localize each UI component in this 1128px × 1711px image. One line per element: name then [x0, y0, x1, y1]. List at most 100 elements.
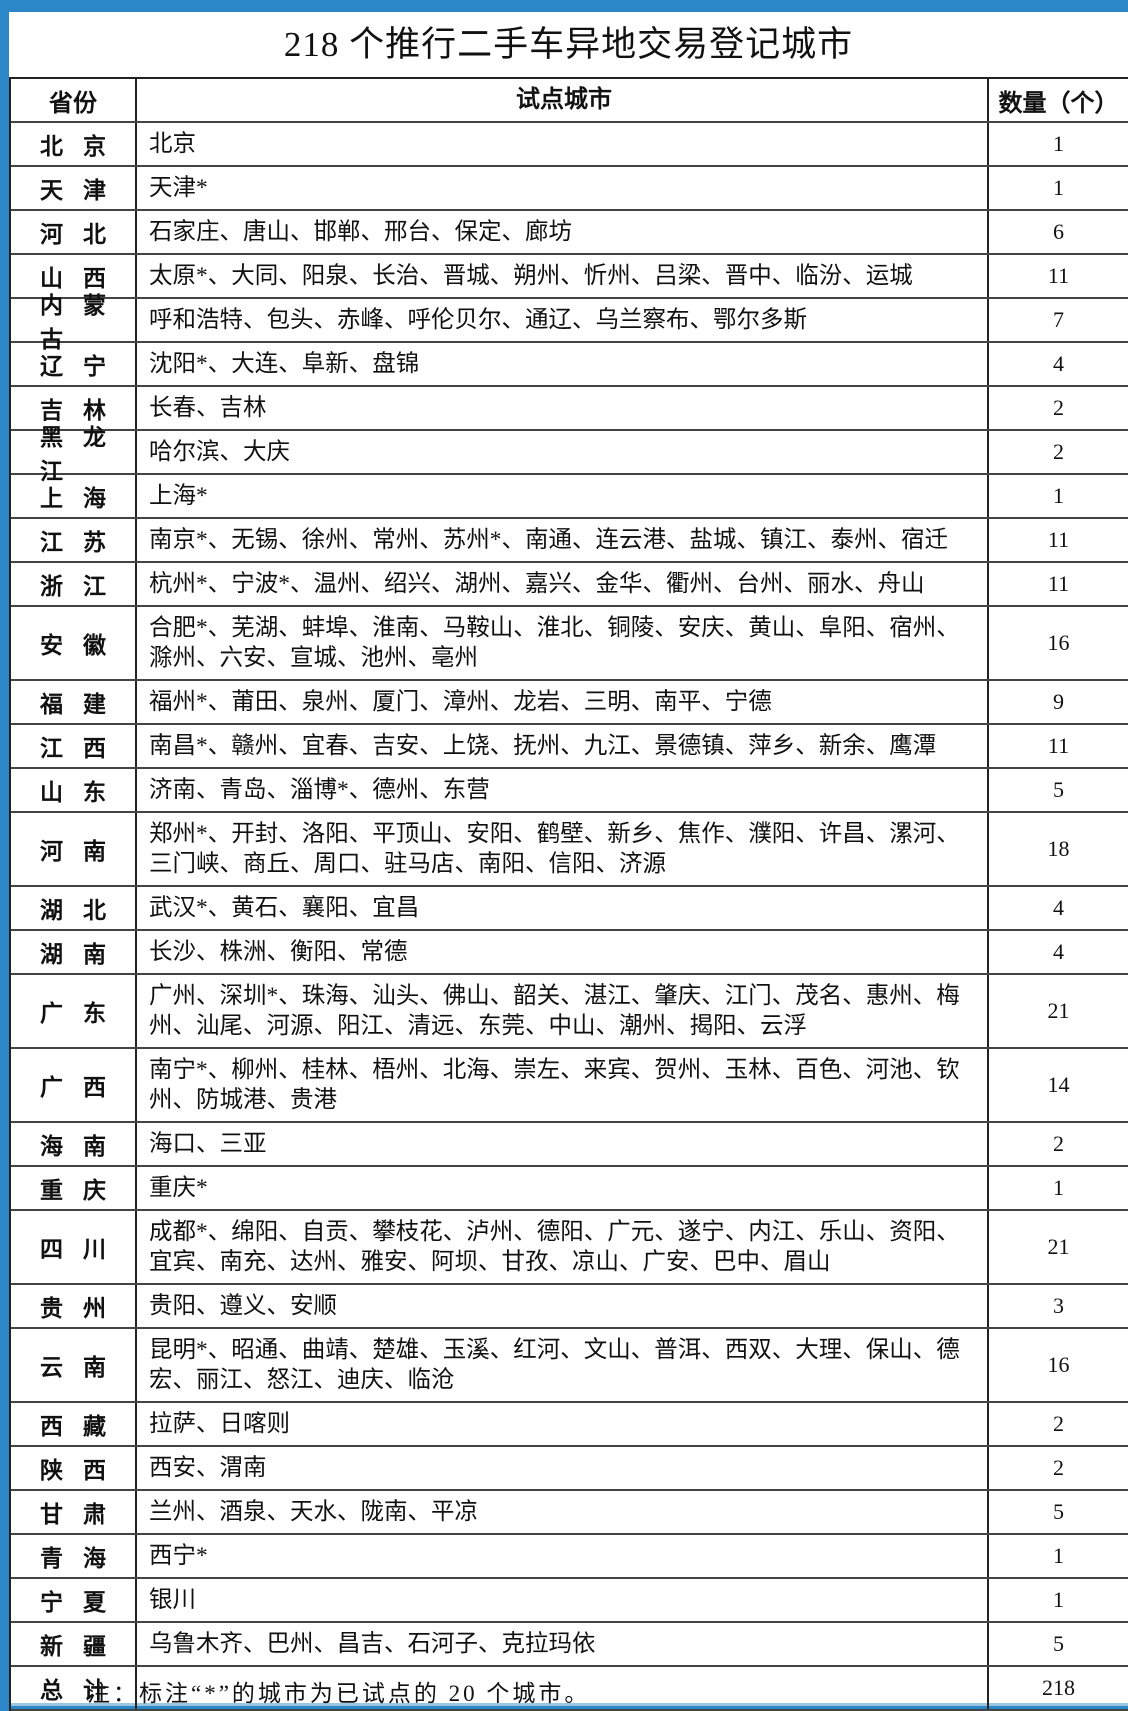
table-row: 内蒙古 呼和浩特、包头、赤峰、呼伦贝尔、通辽、乌兰察布、鄂尔多斯 7	[11, 293, 1128, 352]
province-name: 青海	[40, 1546, 106, 1571]
table-row: 北京 北京 1	[11, 123, 1128, 167]
city-list: 拉萨、日喀则	[137, 1403, 989, 1445]
table-row: 广东 广州、深圳*、珠海、汕头、佛山、韶关、湛江、肇庆、江门、茂名、惠州、梅州、汕…	[11, 975, 1128, 1049]
city-list: 昆明*、昭通、曲靖、楚雄、玉溪、红河、文山、普洱、西双、大理、保山、德宏、丽江、…	[137, 1329, 989, 1401]
table-header-row: 省份 试点城市 数量（个）	[11, 79, 1128, 123]
city-list: 西安、渭南	[137, 1447, 989, 1489]
city-list: 南京*、无锡、徐州、常州、苏州*、南通、连云港、盐城、镇江、泰州、宿迁	[137, 519, 989, 561]
city-count: 7	[1053, 307, 1064, 332]
city-count: 1	[1053, 131, 1064, 156]
city-list: 福州*、莆田、泉州、厦门、漳州、龙岩、三明、南平、宁德	[137, 681, 989, 723]
table-row: 四川 成都*、绵阳、自贡、攀枝花、泸州、德阳、广元、遂宁、内江、乐山、资阳、宜宾、…	[11, 1211, 1128, 1285]
city-list: 贵阳、遵义、安顺	[137, 1285, 989, 1327]
city-count: 4	[1053, 351, 1064, 376]
city-count: 11	[1047, 571, 1070, 596]
province-name: 海南	[40, 1134, 106, 1159]
city-count: 21	[1047, 1234, 1070, 1259]
city-count: 11	[1047, 263, 1070, 288]
province-name: 浙江	[40, 574, 106, 599]
table-row: 湖北 武汉*、黄石、襄阳、宜昌 4	[11, 887, 1128, 931]
city-list: 哈尔滨、大庆	[137, 431, 989, 473]
city-count: 9	[1053, 689, 1064, 714]
city-count: 1	[1053, 175, 1064, 200]
city-list: 重庆*	[137, 1167, 989, 1209]
city-list: 武汉*、黄石、襄阳、宜昌	[137, 887, 989, 929]
table-row: 甘肃 兰州、酒泉、天水、陇南、平凉 5	[11, 1491, 1128, 1535]
province-name: 吉林	[40, 398, 106, 423]
table-row: 山东 济南、青岛、淄博*、德州、东营 5	[11, 769, 1128, 813]
city-count: 6	[1053, 219, 1064, 244]
city-list: 海口、三亚	[137, 1123, 989, 1165]
table-row: 西藏 拉萨、日喀则 2	[11, 1403, 1128, 1447]
table-row: 海南 海口、三亚 2	[11, 1123, 1128, 1167]
city-count: 1	[1053, 1587, 1064, 1612]
province-name: 福建	[40, 692, 106, 717]
total-cities-empty	[137, 1667, 989, 1709]
city-list: 长沙、株洲、衡阳、常德	[137, 931, 989, 973]
province-name: 广西	[40, 1075, 106, 1100]
city-count: 21	[1047, 998, 1070, 1023]
table-row: 宁夏 银川 1	[11, 1579, 1128, 1623]
table-row: 福建 福州*、莆田、泉州、厦门、漳州、龙岩、三明、南平、宁德 9	[11, 681, 1128, 725]
city-list: 乌鲁木齐、巴州、昌吉、石河子、克拉玛依	[137, 1623, 989, 1665]
city-list: 沈阳*、大连、阜新、盘锦	[137, 343, 989, 385]
province-name: 河南	[40, 839, 106, 864]
document-page: 218 个推行二手车异地交易登记城市 省份 试点城市 数量（个） 北京 北京 1 天津…	[9, 12, 1128, 1711]
province-name: 四川	[40, 1237, 106, 1262]
city-list: 上海*	[137, 475, 989, 517]
table-row: 重庆 重庆* 1	[11, 1167, 1128, 1211]
city-list: 杭州*、宁波*、温州、绍兴、湖州、嘉兴、金华、衢州、台州、丽水、舟山	[137, 563, 989, 605]
city-count: 11	[1047, 527, 1070, 552]
province-name: 湖北	[40, 898, 106, 923]
table-row: 河北 石家庄、唐山、邯郸、邢台、保定、廊坊 6	[11, 211, 1128, 255]
city-count: 16	[1047, 630, 1070, 655]
table-row: 云南 昆明*、昭通、曲靖、楚雄、玉溪、红河、文山、普洱、西双、大理、保山、德宏、丽…	[11, 1329, 1128, 1403]
city-count: 2	[1053, 439, 1064, 464]
province-name: 安徽	[40, 633, 106, 658]
pilot-cities-table: 省份 试点城市 数量（个） 北京 北京 1 天津 天津* 1 河北 石家庄、唐山、邯郸、邢台、…	[9, 77, 1128, 1711]
city-list: 银川	[137, 1579, 989, 1621]
table-row: 天津 天津* 1	[11, 167, 1128, 211]
city-list: 西宁*	[137, 1535, 989, 1577]
province-name: 广东	[40, 1001, 106, 1026]
table-row: 陕西 西安、渭南 2	[11, 1447, 1128, 1491]
header-cities: 试点城市	[137, 79, 989, 121]
province-name: 云南	[40, 1355, 106, 1380]
city-list: 兰州、酒泉、天水、陇南、平凉	[137, 1491, 989, 1533]
city-list: 太原*、大同、阳泉、长治、晋城、朔州、忻州、吕梁、晋中、临汾、运城	[137, 255, 989, 297]
city-list: 南昌*、赣州、宜春、吉安、上饶、抚州、九江、景德镇、萍乡、新余、鹰潭	[137, 725, 989, 767]
table-row: 辽宁 沈阳*、大连、阜新、盘锦 4	[11, 343, 1128, 387]
table-row: 新疆 乌鲁木齐、巴州、昌吉、石河子、克拉玛依 5	[11, 1623, 1128, 1667]
city-list: 合肥*、芜湖、蚌埠、淮南、马鞍山、淮北、铜陵、安庆、黄山、阜阳、宿州、滁州、六安…	[137, 607, 989, 679]
table-row: 浙江 杭州*、宁波*、温州、绍兴、湖州、嘉兴、金华、衢州、台州、丽水、舟山 11	[11, 563, 1128, 607]
city-count: 11	[1047, 733, 1070, 758]
province-name: 河北	[40, 222, 106, 247]
total-count: 218	[1042, 1675, 1075, 1700]
table-row: 吉林 长春、吉林 2	[11, 387, 1128, 431]
province-name: 西藏	[40, 1414, 106, 1439]
city-count: 2	[1053, 395, 1064, 420]
city-list: 南宁*、柳州、桂林、梧州、北海、崇左、来宾、贺州、玉林、百色、河池、钦州、防城港…	[137, 1049, 989, 1121]
province-name: 重庆	[40, 1178, 106, 1203]
city-list: 呼和浩特、包头、赤峰、呼伦贝尔、通辽、乌兰察布、鄂尔多斯	[137, 299, 989, 341]
city-list: 长春、吉林	[137, 387, 989, 429]
city-list: 北京	[137, 123, 989, 165]
city-count: 2	[1053, 1131, 1064, 1156]
total-label: 总计	[40, 1678, 106, 1703]
city-count: 1	[1053, 1543, 1064, 1568]
province-name: 上海	[40, 486, 106, 511]
province-name: 湖南	[40, 942, 106, 967]
province-name: 贵州	[40, 1296, 106, 1321]
table-row: 黑龙江 哈尔滨、大庆 2	[11, 425, 1128, 484]
table-row: 上海 上海* 1	[11, 475, 1128, 519]
province-name: 天津	[40, 178, 106, 203]
province-name: 新疆	[40, 1634, 106, 1659]
province-name: 山东	[40, 780, 106, 805]
city-count: 4	[1053, 939, 1064, 964]
page-title: 218 个推行二手车异地交易登记城市	[283, 25, 854, 64]
table-row: 江苏 南京*、无锡、徐州、常州、苏州*、南通、连云港、盐城、镇江、泰州、宿迁 11	[11, 519, 1128, 563]
header-province: 省份	[11, 79, 137, 121]
city-count: 5	[1053, 1499, 1064, 1524]
city-list: 广州、深圳*、珠海、汕头、佛山、韶关、湛江、肇庆、江门、茂名、惠州、梅州、汕尾、…	[137, 975, 989, 1047]
footnote: 注：标注“*”的城市为已试点的 20 个城市。	[87, 1681, 591, 1706]
